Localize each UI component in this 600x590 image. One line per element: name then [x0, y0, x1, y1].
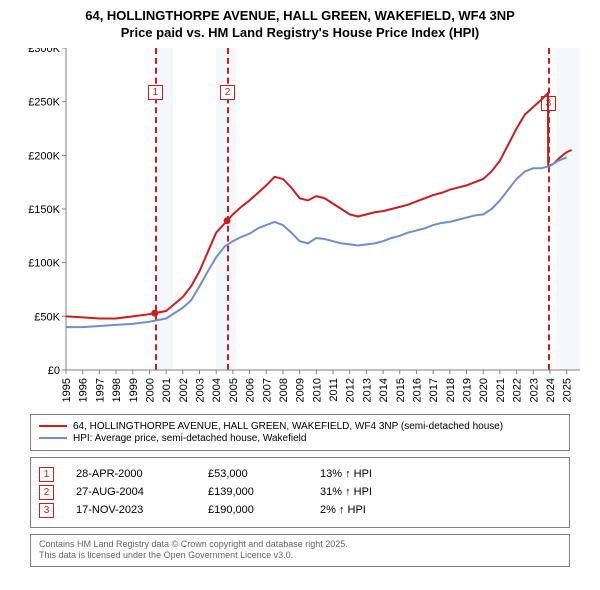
legend-swatch: [39, 425, 67, 427]
svg-text:2007: 2007: [261, 378, 273, 402]
title-line-2: Price paid vs. HM Land Registry's House …: [85, 25, 515, 42]
transactions-table: 1 28-APR-2000 £53,000 13% ↑ HPI 2 27-AUG-2004…: [30, 457, 570, 528]
transaction-diff: 13% ↑ HPI: [320, 468, 420, 480]
svg-text:2003: 2003: [195, 378, 207, 402]
footer-line-1: Contains HM Land Registry data © Crown c…: [39, 539, 561, 551]
svg-text:1996: 1996: [78, 378, 90, 402]
svg-text:2012: 2012: [345, 378, 357, 402]
transaction-price: £53,000: [208, 468, 298, 480]
svg-text:2022: 2022: [512, 378, 524, 402]
transaction-date: 28-APR-2000: [76, 468, 186, 480]
svg-text:2023: 2023: [528, 378, 540, 402]
svg-text:2009: 2009: [295, 378, 307, 402]
legend: 64, HOLLINGTHORPE AVENUE, HALL GREEN, WA…: [30, 414, 570, 451]
svg-text:2025: 2025: [562, 378, 574, 402]
svg-text:1999: 1999: [128, 378, 140, 402]
svg-text:2001: 2001: [161, 378, 173, 402]
svg-text:2017: 2017: [428, 378, 440, 402]
legend-item: 64, HOLLINGTHORPE AVENUE, HALL GREEN, WA…: [39, 421, 561, 432]
svg-text:2010: 2010: [311, 378, 323, 402]
transaction-badge: 1: [39, 467, 54, 482]
transaction-diff: 2% ↑ HPI: [320, 504, 420, 516]
svg-text:2004: 2004: [211, 378, 223, 402]
chart-svg: £0£50K£100K£150K£200K£250K£300K199519961…: [20, 48, 580, 408]
sale-dot: [151, 309, 158, 316]
series-hpi: [66, 157, 567, 327]
svg-text:2014: 2014: [378, 378, 390, 402]
svg-text:1995: 1995: [61, 378, 73, 402]
transaction-row: 1 28-APR-2000 £53,000 13% ↑ HPI: [39, 467, 561, 482]
svg-text:£200K: £200K: [28, 150, 60, 162]
footer-line-2: This data is licensed under the Open Gov…: [39, 550, 561, 562]
transaction-price: £139,000: [208, 486, 298, 498]
svg-text:2018: 2018: [445, 378, 457, 402]
svg-text:£250K: £250K: [28, 96, 60, 108]
transaction-badge: 2: [39, 485, 54, 500]
svg-text:2002: 2002: [178, 378, 190, 402]
svg-text:2019: 2019: [462, 378, 474, 402]
sale-dot: [224, 217, 231, 224]
attribution-footer: Contains HM Land Registry data © Crown c…: [30, 534, 570, 567]
svg-text:2013: 2013: [361, 378, 373, 402]
svg-text:2008: 2008: [278, 378, 290, 402]
title-line-1: 64, HOLLINGTHORPE AVENUE, HALL GREEN, WA…: [85, 8, 515, 25]
svg-text:2000: 2000: [144, 378, 156, 402]
svg-text:2005: 2005: [228, 378, 240, 402]
chart-title: 64, HOLLINGTHORPE AVENUE, HALL GREEN, WA…: [85, 8, 515, 42]
svg-text:£50K: £50K: [34, 311, 60, 323]
legend-item: HPI: Average price, semi-detached house,…: [39, 433, 561, 444]
svg-text:2016: 2016: [411, 378, 423, 402]
svg-text:1997: 1997: [94, 378, 106, 402]
transaction-badge: 3: [39, 503, 54, 518]
svg-text:2015: 2015: [395, 378, 407, 402]
svg-text:2024: 2024: [545, 378, 557, 402]
legend-swatch: [39, 437, 67, 439]
svg-text:2006: 2006: [245, 378, 257, 402]
transaction-row: 2 27-AUG-2004 £139,000 31% ↑ HPI: [39, 485, 561, 500]
transaction-date: 17-NOV-2023: [76, 504, 186, 516]
svg-text:£150K: £150K: [28, 204, 60, 216]
transaction-price: £190,000: [208, 504, 298, 516]
svg-text:£100K: £100K: [28, 257, 60, 269]
transaction-row: 3 17-NOV-2023 £190,000 2% ↑ HPI: [39, 503, 561, 518]
svg-text:2011: 2011: [328, 378, 340, 402]
svg-text:2020: 2020: [478, 378, 490, 402]
transaction-diff: 31% ↑ HPI: [320, 486, 420, 498]
svg-text:£0: £0: [48, 365, 60, 377]
svg-text:2021: 2021: [495, 378, 507, 402]
svg-text:£300K: £300K: [28, 48, 60, 55]
chart-area: 123 £0£50K£100K£150K£200K£250K£300K19951…: [20, 48, 580, 408]
legend-label: HPI: Average price, semi-detached house,…: [73, 433, 306, 444]
svg-text:1998: 1998: [111, 378, 123, 402]
legend-label: 64, HOLLINGTHORPE AVENUE, HALL GREEN, WA…: [73, 421, 503, 432]
transaction-date: 27-AUG-2004: [76, 486, 186, 498]
